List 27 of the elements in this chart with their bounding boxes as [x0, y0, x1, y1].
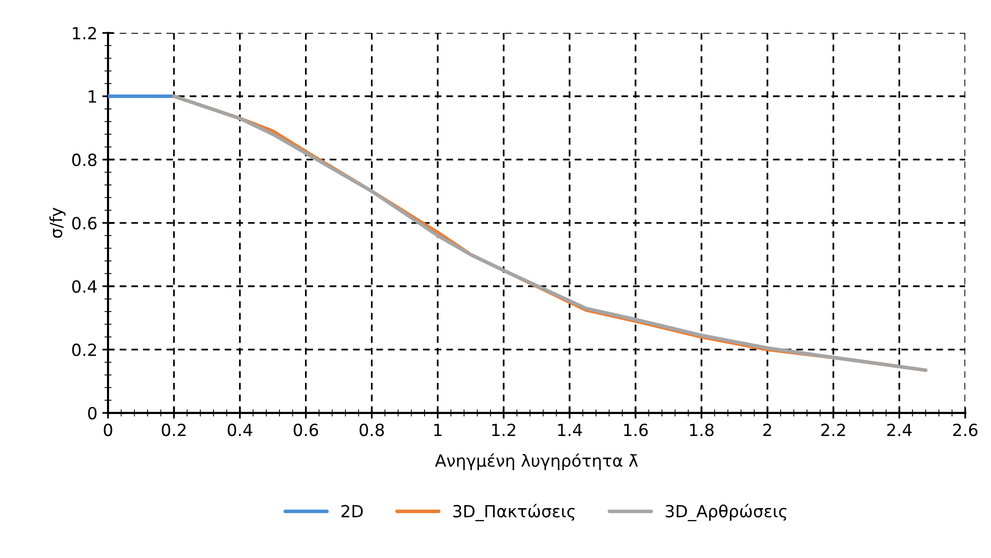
y-tick-label: 1.2	[72, 26, 96, 40]
x-tick-label: 1.8	[690, 424, 714, 436]
y-tick-label: 0.4	[72, 280, 97, 293]
legend-label: 2D	[342, 504, 363, 518]
x-tick-label: 2.4	[887, 424, 912, 436]
line-series	[172, 94, 928, 372]
y-axis-title: σ/fy	[49, 208, 66, 238]
x-tick-label: 0.4	[228, 424, 252, 436]
x-tick-label: 0.8	[360, 424, 384, 436]
x-tick-label: 2	[763, 424, 772, 436]
x-tick-label: 1.6	[624, 424, 648, 436]
y-tick-label: 0.2	[72, 344, 96, 356]
y-tick-label: 0.8	[72, 154, 96, 166]
y-tick-label: 0	[88, 406, 96, 420]
x-tick-label: 0	[104, 424, 112, 436]
x-tick-label: 1.4	[558, 424, 582, 436]
x-tick-label: 0.2	[162, 424, 186, 436]
y-tick-label: 1	[88, 90, 96, 103]
x-tick-label: 0.6	[294, 424, 318, 436]
x-tick-label: 2.6	[953, 424, 978, 436]
x-tick-label: 1.2	[492, 424, 516, 436]
y-tick-label: 0.6	[72, 216, 97, 230]
legend-label: 3D_Πακτώσεις	[453, 504, 574, 522]
x-tick-label: 1	[434, 424, 442, 436]
x-tick-label: 2.2	[821, 424, 845, 436]
legend-label: 3D_Αρθρώσεις	[666, 504, 786, 522]
x-axis-title: Ανηγμένη λυγηρότητα λ̄	[435, 453, 638, 470]
